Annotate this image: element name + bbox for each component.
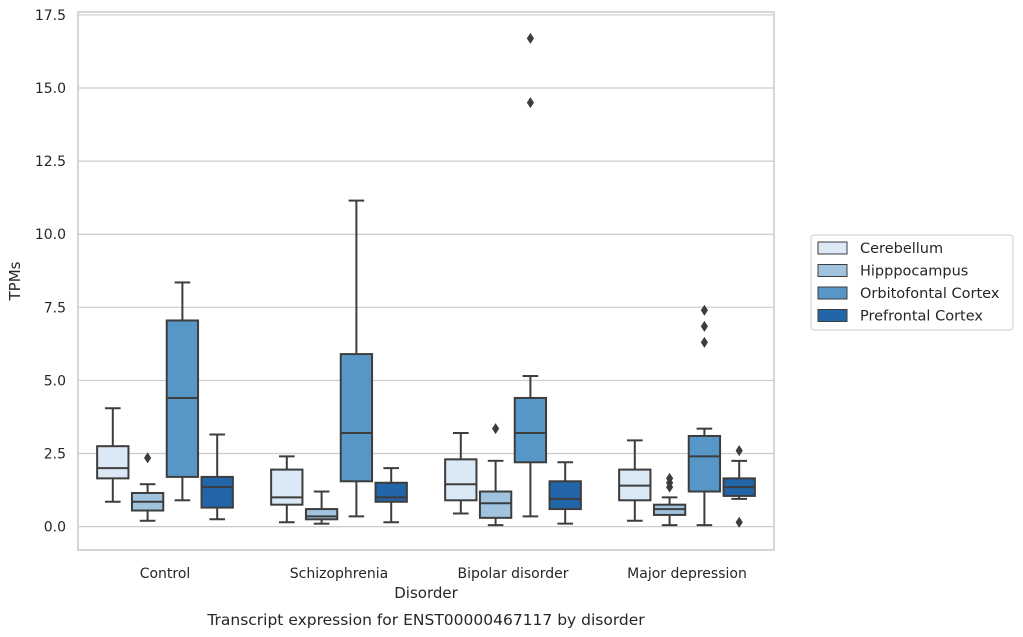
box-iqr bbox=[548, 480, 582, 511]
outlier-point bbox=[700, 336, 708, 348]
box bbox=[270, 455, 304, 524]
y-tick-label: 0.0 bbox=[44, 520, 66, 536]
box-iqr bbox=[200, 475, 234, 509]
y-tick-label: 2.5 bbox=[44, 447, 66, 463]
outlier-point bbox=[735, 445, 743, 457]
y-tick-label: 7.5 bbox=[44, 300, 66, 316]
y-axis-ticks: 0.0 2.5 5.0 7.5 10.0 12.5 15.0 17.5 bbox=[35, 8, 66, 536]
x-tick-label: Schizophrenia bbox=[290, 566, 388, 582]
legend-swatch bbox=[817, 241, 848, 255]
legend: Cerebellum Hipppocampus Orbitofontal Corte… bbox=[810, 234, 1014, 331]
chart-caption: Transcript expression for ENST0000046711… bbox=[206, 611, 645, 629]
legend-swatch bbox=[817, 309, 848, 322]
legend-label: Prefrontal Cortex bbox=[860, 309, 983, 325]
box-iqr bbox=[513, 396, 548, 464]
series-prefrontal-cortex bbox=[200, 433, 756, 528]
box bbox=[513, 32, 548, 518]
outlier-point bbox=[666, 472, 674, 484]
box bbox=[478, 423, 513, 527]
series-cerebellum bbox=[96, 407, 652, 524]
box bbox=[339, 199, 374, 518]
box bbox=[374, 467, 408, 524]
legend-swatch bbox=[817, 264, 848, 277]
outlier-point bbox=[492, 423, 500, 435]
box bbox=[96, 407, 130, 503]
box bbox=[652, 472, 687, 527]
x-axis-label: Disorder bbox=[394, 584, 458, 602]
box bbox=[304, 490, 339, 525]
box-iqr bbox=[687, 434, 722, 493]
box bbox=[444, 432, 478, 515]
box bbox=[548, 461, 582, 525]
box-iqr bbox=[96, 445, 130, 480]
series-orbitofontal-cortex bbox=[165, 32, 722, 527]
y-tick-label: 15.0 bbox=[35, 81, 66, 97]
legend-label: Orbitofontal Cortex bbox=[860, 286, 1000, 302]
box bbox=[722, 445, 756, 528]
box-iqr bbox=[270, 468, 304, 506]
y-tick-label: 10.0 bbox=[35, 227, 66, 243]
y-tick-label: 12.5 bbox=[35, 154, 66, 170]
box-iqr bbox=[478, 490, 513, 519]
plot-area-frame bbox=[77, 11, 775, 551]
legend-label: Cerebellum bbox=[860, 241, 943, 257]
y-tick-label: 5.0 bbox=[44, 373, 66, 389]
box-iqr bbox=[444, 458, 478, 502]
y-tick-label: 17.5 bbox=[35, 8, 66, 24]
box-iqr bbox=[374, 481, 408, 503]
box-series bbox=[96, 32, 756, 528]
box bbox=[618, 439, 652, 522]
legend-swatch bbox=[817, 286, 848, 300]
y-axis-label: TPMs bbox=[6, 261, 24, 301]
x-tick-label: Major depression bbox=[627, 566, 747, 582]
box bbox=[165, 281, 200, 502]
x-tick-label: Control bbox=[140, 566, 191, 582]
legend-label: Hipppocampus bbox=[860, 264, 968, 280]
legend-frame bbox=[810, 234, 1014, 331]
box bbox=[687, 304, 722, 527]
series-hipppocampus bbox=[130, 423, 687, 527]
box bbox=[130, 452, 165, 522]
outlier-point bbox=[526, 32, 534, 44]
x-axis-ticks: Control Schizophrenia Bipolar disorder Majo… bbox=[140, 566, 747, 582]
box-iqr bbox=[304, 508, 339, 521]
outlier-point bbox=[735, 516, 743, 528]
box-iqr bbox=[339, 353, 374, 483]
outlier-point bbox=[700, 320, 708, 332]
outlier-point bbox=[144, 452, 152, 464]
box bbox=[200, 433, 234, 521]
outlier-point bbox=[526, 97, 534, 109]
outlier-point bbox=[700, 304, 708, 316]
x-tick-label: Bipolar disorder bbox=[457, 566, 568, 582]
